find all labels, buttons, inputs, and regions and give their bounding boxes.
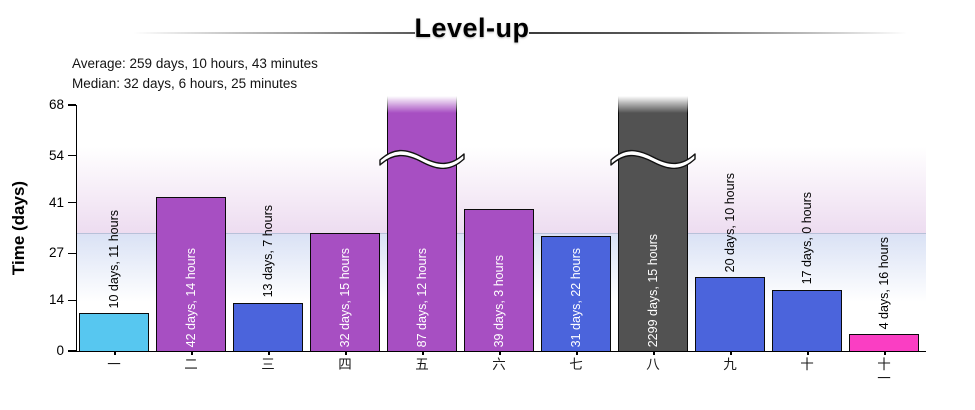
bar-value-label: 31 days, 22 hours — [569, 247, 583, 347]
bar-value-label: 13 days, 7 hours — [261, 205, 275, 298]
bar-value-label: 39 days, 3 hours — [492, 254, 506, 347]
title-divider-left — [133, 32, 415, 34]
bar — [464, 209, 534, 351]
x-category-text: 二 — [184, 357, 198, 372]
bar-column: 42 days, 14 hours 二 — [156, 105, 226, 372]
x-tick-mark — [191, 351, 193, 355]
bar — [618, 96, 688, 351]
bar-column: 20 days, 10 hours 九 — [695, 105, 765, 372]
y-tick-label: 68 — [48, 97, 64, 112]
x-category-text: 十一 — [877, 357, 891, 386]
y-tick-mark — [68, 154, 76, 157]
bar-value-label: 20 days, 10 hours — [723, 172, 737, 273]
median-stat: Median: 32 days, 6 hours, 25 minutes — [72, 75, 298, 91]
x-tick-mark — [576, 351, 578, 355]
bar — [387, 96, 457, 351]
axis-break-icon — [379, 149, 465, 169]
x-tick-mark — [422, 351, 424, 355]
x-category-label: 七 — [541, 358, 611, 372]
average-stat: Average: 259 days, 10 hours, 43 minutes — [72, 56, 318, 71]
x-category-text: 七 — [569, 357, 583, 372]
x-tick-mark — [499, 351, 501, 355]
y-tick-mark — [68, 104, 76, 106]
chart-title: Level-up — [414, 13, 530, 43]
bar-column: 39 days, 3 hours 六 — [464, 105, 534, 372]
bar-value-label: 17 days, 0 hours — [800, 192, 814, 285]
x-tick-mark — [114, 351, 116, 355]
x-category-text: 四 — [338, 357, 352, 372]
bar-value-label: 42 days, 14 hours — [184, 247, 198, 347]
x-category-label: 十一 — [849, 358, 919, 386]
x-category-label: 四 — [310, 358, 380, 372]
x-tick-mark — [345, 351, 347, 355]
x-tick-mark — [268, 351, 270, 355]
bar-value-label: 4 days, 16 hours — [877, 236, 891, 330]
x-category-text: 八 — [646, 357, 660, 372]
x-category-label: 二 — [156, 358, 226, 372]
bar-column: 4 days, 16 hours 十一 — [849, 105, 919, 386]
bar — [849, 334, 919, 351]
x-category-text: 三 — [261, 357, 275, 372]
x-category-label: 八 — [618, 358, 688, 372]
y-tick-label: 41 — [48, 194, 64, 210]
x-category-text: 五 — [415, 357, 429, 372]
bars-container: 10 days, 11 hours 一 42 days, 14 hours 二 13 d… — [79, 96, 919, 386]
axis-break-icon — [610, 149, 696, 169]
bar — [79, 313, 149, 351]
bar-column: 32 days, 15 hours 四 — [310, 105, 380, 372]
x-category-text: 十 — [800, 357, 814, 372]
x-category-text: 九 — [723, 357, 737, 372]
bar-column: 13 days, 7 hours 三 — [233, 105, 303, 372]
x-tick-mark — [884, 351, 886, 355]
x-category-label: 三 — [233, 358, 303, 372]
x-category-label: 九 — [695, 358, 765, 372]
bar-value-label: 87 days, 12 hours — [415, 247, 429, 347]
x-category-text: 六 — [492, 357, 506, 372]
bar-value-label: 10 days, 11 hours — [107, 209, 121, 309]
bar — [233, 302, 303, 351]
bar-column: 87 days, 12 hours 五 — [379, 96, 465, 372]
bar-value-label: 2299 days, 15 hours — [646, 233, 660, 347]
y-tick-label: 14 — [48, 292, 64, 308]
y-tick-label: 54 — [48, 147, 64, 163]
bar-column: 10 days, 11 hours 一 — [79, 105, 149, 372]
x-tick-mark — [730, 351, 732, 355]
y-tick-label: 0 — [56, 343, 64, 358]
y-tick-mark — [68, 201, 76, 204]
x-category-label: 六 — [464, 358, 534, 372]
y-tick-mark — [68, 350, 76, 352]
x-category-label: 五 — [387, 358, 457, 372]
x-tick-mark — [807, 351, 809, 355]
x-tick-mark — [653, 351, 655, 355]
y-tick-mark — [68, 299, 76, 302]
bar-column: 31 days, 22 hours 七 — [541, 105, 611, 372]
x-category-text: 一 — [107, 357, 121, 372]
bar — [772, 289, 842, 351]
y-tick-mark — [68, 252, 76, 255]
plot-area: 0 14 27 41 54 68 10 days, 11 hours 一 42 days, 1… — [49, 96, 926, 386]
x-category-label: 十 — [772, 358, 842, 372]
bar — [695, 277, 765, 351]
x-category-label: 一 — [79, 358, 149, 372]
y-tick-label: 27 — [48, 245, 64, 261]
bar — [541, 235, 611, 351]
bar-value-label: 32 days, 15 hours — [338, 247, 352, 347]
summary-stats: Average: 259 days, 10 hours, 43 minutes … — [72, 54, 318, 93]
bar — [156, 197, 226, 351]
bar-column: 17 days, 0 hours 十 — [772, 105, 842, 372]
title-divider-right — [529, 32, 907, 34]
bar-column: 2299 days, 15 hours 八 — [610, 96, 696, 372]
y-axis-title: Time (days) — [9, 180, 28, 276]
bar — [310, 233, 380, 351]
